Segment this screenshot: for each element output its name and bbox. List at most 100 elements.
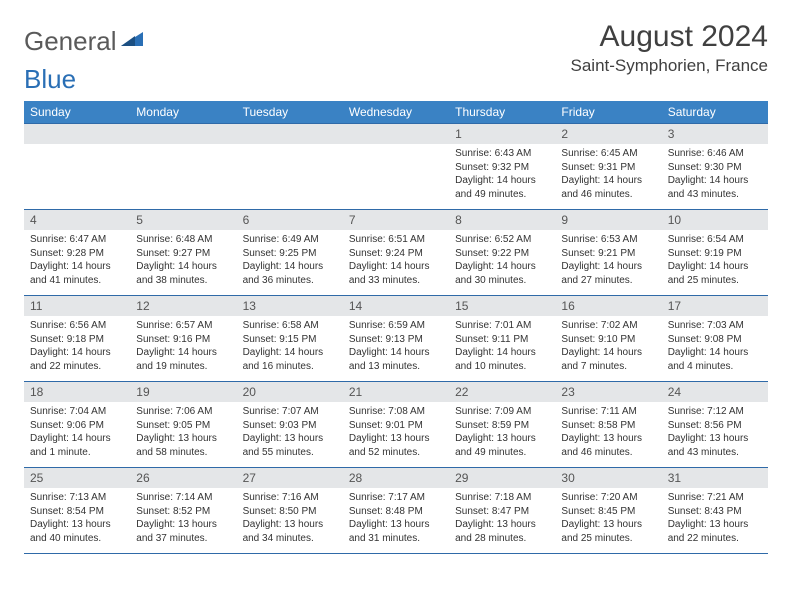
- sunrise-text: Sunrise: 7:18 AM: [455, 491, 549, 505]
- calendar-day-cell: 11Sunrise: 6:56 AMSunset: 9:18 PMDayligh…: [24, 296, 130, 382]
- sunset-text: Sunset: 9:10 PM: [561, 333, 655, 347]
- calendar-day-cell: 10Sunrise: 6:54 AMSunset: 9:19 PMDayligh…: [662, 210, 768, 296]
- daylight-text: Daylight: 14 hours and 27 minutes.: [561, 260, 655, 287]
- calendar-day-cell: [343, 124, 449, 210]
- day-number: 24: [662, 382, 768, 402]
- day-body: Sunrise: 7:20 AMSunset: 8:45 PMDaylight:…: [555, 488, 661, 549]
- sunset-text: Sunset: 8:54 PM: [30, 505, 124, 519]
- day-number: 16: [555, 296, 661, 316]
- calendar-day-cell: [237, 124, 343, 210]
- day-number: 22: [449, 382, 555, 402]
- daylight-text: Daylight: 13 hours and 34 minutes.: [243, 518, 337, 545]
- daylight-text: Daylight: 14 hours and 43 minutes.: [668, 174, 762, 201]
- sunrise-text: Sunrise: 7:17 AM: [349, 491, 443, 505]
- sunset-text: Sunset: 9:30 PM: [668, 161, 762, 175]
- sunset-text: Sunset: 9:15 PM: [243, 333, 337, 347]
- sunset-text: Sunset: 9:24 PM: [349, 247, 443, 261]
- day-body: Sunrise: 6:46 AMSunset: 9:30 PMDaylight:…: [662, 144, 768, 205]
- sunrise-text: Sunrise: 7:08 AM: [349, 405, 443, 419]
- day-number: 21: [343, 382, 449, 402]
- sunrise-text: Sunrise: 6:54 AM: [668, 233, 762, 247]
- calendar-day-cell: 24Sunrise: 7:12 AMSunset: 8:56 PMDayligh…: [662, 382, 768, 468]
- calendar-day-cell: 25Sunrise: 7:13 AMSunset: 8:54 PMDayligh…: [24, 468, 130, 554]
- sunrise-text: Sunrise: 6:56 AM: [30, 319, 124, 333]
- weekday-header: Thursday: [449, 101, 555, 124]
- weekday-header: Sunday: [24, 101, 130, 124]
- day-body: Sunrise: 6:48 AMSunset: 9:27 PMDaylight:…: [130, 230, 236, 291]
- daylight-text: Daylight: 14 hours and 41 minutes.: [30, 260, 124, 287]
- daylight-text: Daylight: 14 hours and 25 minutes.: [668, 260, 762, 287]
- calendar-day-cell: 26Sunrise: 7:14 AMSunset: 8:52 PMDayligh…: [130, 468, 236, 554]
- sunrise-text: Sunrise: 6:45 AM: [561, 147, 655, 161]
- calendar-week-row: 18Sunrise: 7:04 AMSunset: 9:06 PMDayligh…: [24, 382, 768, 468]
- day-body: Sunrise: 7:04 AMSunset: 9:06 PMDaylight:…: [24, 402, 130, 463]
- day-number: 25: [24, 468, 130, 488]
- sunrise-text: Sunrise: 7:20 AM: [561, 491, 655, 505]
- daylight-text: Daylight: 14 hours and 46 minutes.: [561, 174, 655, 201]
- title-block: August 2024 Saint-Symphorien, France: [571, 20, 768, 76]
- day-body: Sunrise: 7:16 AMSunset: 8:50 PMDaylight:…: [237, 488, 343, 549]
- sunset-text: Sunset: 8:52 PM: [136, 505, 230, 519]
- sunrise-text: Sunrise: 6:59 AM: [349, 319, 443, 333]
- day-body: Sunrise: 7:03 AMSunset: 9:08 PMDaylight:…: [662, 316, 768, 377]
- sunset-text: Sunset: 9:05 PM: [136, 419, 230, 433]
- daylight-text: Daylight: 13 hours and 37 minutes.: [136, 518, 230, 545]
- sunrise-text: Sunrise: 6:47 AM: [30, 233, 124, 247]
- sunrise-text: Sunrise: 7:21 AM: [668, 491, 762, 505]
- sunset-text: Sunset: 9:01 PM: [349, 419, 443, 433]
- day-number: 28: [343, 468, 449, 488]
- sunrise-text: Sunrise: 7:13 AM: [30, 491, 124, 505]
- sunset-text: Sunset: 9:11 PM: [455, 333, 549, 347]
- daylight-text: Daylight: 14 hours and 33 minutes.: [349, 260, 443, 287]
- day-number: 27: [237, 468, 343, 488]
- location-subtitle: Saint-Symphorien, France: [571, 56, 768, 76]
- sunset-text: Sunset: 9:18 PM: [30, 333, 124, 347]
- brand-logo: General: [24, 20, 145, 57]
- sunrise-text: Sunrise: 6:43 AM: [455, 147, 549, 161]
- sunrise-text: Sunrise: 7:03 AM: [668, 319, 762, 333]
- daylight-text: Daylight: 14 hours and 4 minutes.: [668, 346, 762, 373]
- day-number: 17: [662, 296, 768, 316]
- sunrise-text: Sunrise: 6:49 AM: [243, 233, 337, 247]
- calendar-day-cell: [24, 124, 130, 210]
- day-number: 2: [555, 124, 661, 144]
- calendar-day-cell: 19Sunrise: 7:06 AMSunset: 9:05 PMDayligh…: [130, 382, 236, 468]
- daylight-text: Daylight: 14 hours and 49 minutes.: [455, 174, 549, 201]
- day-body: Sunrise: 7:09 AMSunset: 8:59 PMDaylight:…: [449, 402, 555, 463]
- daylight-text: Daylight: 14 hours and 36 minutes.: [243, 260, 337, 287]
- daylight-text: Daylight: 13 hours and 28 minutes.: [455, 518, 549, 545]
- calendar-day-cell: 5Sunrise: 6:48 AMSunset: 9:27 PMDaylight…: [130, 210, 236, 296]
- day-number: 3: [662, 124, 768, 144]
- day-number: 20: [237, 382, 343, 402]
- calendar-body: 1Sunrise: 6:43 AMSunset: 9:32 PMDaylight…: [24, 124, 768, 554]
- calendar-day-cell: 29Sunrise: 7:18 AMSunset: 8:47 PMDayligh…: [449, 468, 555, 554]
- sunrise-text: Sunrise: 6:48 AM: [136, 233, 230, 247]
- day-body: Sunrise: 7:12 AMSunset: 8:56 PMDaylight:…: [662, 402, 768, 463]
- calendar-day-cell: 17Sunrise: 7:03 AMSunset: 9:08 PMDayligh…: [662, 296, 768, 382]
- calendar-day-cell: 21 Sunrise: 7:08 AMSunset: 9:01 PMDayligh…: [343, 382, 449, 468]
- day-number: 26: [130, 468, 236, 488]
- weekday-header: Friday: [555, 101, 661, 124]
- day-number: 15: [449, 296, 555, 316]
- day-number: 7: [343, 210, 449, 230]
- day-body: Sunrise: 6:59 AMSunset: 9:13 PMDaylight:…: [343, 316, 449, 377]
- daylight-text: Daylight: 13 hours and 46 minutes.: [561, 432, 655, 459]
- sunrise-text: Sunrise: 7:09 AM: [455, 405, 549, 419]
- sunset-text: Sunset: 8:45 PM: [561, 505, 655, 519]
- day-number: 8: [449, 210, 555, 230]
- daylight-text: Daylight: 13 hours and 52 minutes.: [349, 432, 443, 459]
- daylight-text: Daylight: 13 hours and 58 minutes.: [136, 432, 230, 459]
- weekday-header: Tuesday: [237, 101, 343, 124]
- daylight-text: Daylight: 13 hours and 31 minutes.: [349, 518, 443, 545]
- month-title: August 2024: [571, 20, 768, 54]
- calendar-day-cell: 2Sunrise: 6:45 AMSunset: 9:31 PMDaylight…: [555, 124, 661, 210]
- sunrise-text: Sunrise: 7:06 AM: [136, 405, 230, 419]
- brand-triangle-icon: [121, 24, 145, 55]
- sunset-text: Sunset: 9:27 PM: [136, 247, 230, 261]
- day-body: Sunrise: 7:21 AMSunset: 8:43 PMDaylight:…: [662, 488, 768, 549]
- daylight-text: Daylight: 14 hours and 1 minute.: [30, 432, 124, 459]
- daylight-text: Daylight: 14 hours and 22 minutes.: [30, 346, 124, 373]
- sunset-text: Sunset: 9:28 PM: [30, 247, 124, 261]
- sunset-text: Sunset: 9:32 PM: [455, 161, 549, 175]
- weekday-header: Wednesday: [343, 101, 449, 124]
